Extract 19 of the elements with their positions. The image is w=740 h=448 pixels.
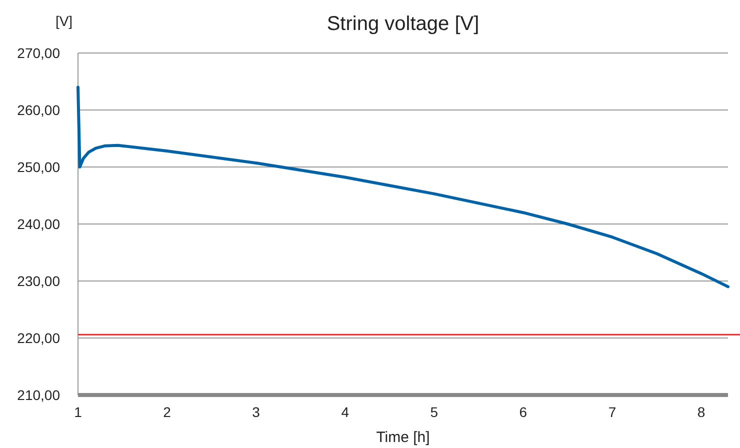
y-tick-label: 210,00 — [17, 387, 60, 403]
x-tick-label: 1 — [74, 404, 82, 420]
x-axis-title: Time [h] — [376, 429, 430, 446]
x-tick-label: 4 — [341, 404, 350, 420]
x-tick-label: 5 — [430, 404, 438, 420]
y-tick-label: 220,00 — [17, 330, 60, 346]
x-tick-label: 3 — [252, 404, 260, 420]
x-tick-label: 8 — [697, 404, 706, 420]
chart-title: String voltage [V] — [326, 13, 480, 35]
y-tick-label: 250,00 — [17, 159, 60, 175]
line-series — [76, 86, 730, 288]
y-tick-label: 230,00 — [17, 273, 60, 289]
y-tick-label: 240,00 — [17, 216, 60, 232]
y-tick-label: 260,00 — [17, 102, 60, 118]
y-tick-label: 270,00 — [17, 45, 60, 61]
x-tick-label: 6 — [519, 404, 528, 420]
x-tick-label: 2 — [163, 404, 172, 420]
y-axis-title: [V] — [55, 13, 73, 29]
x-tick-label: 7 — [608, 404, 616, 420]
